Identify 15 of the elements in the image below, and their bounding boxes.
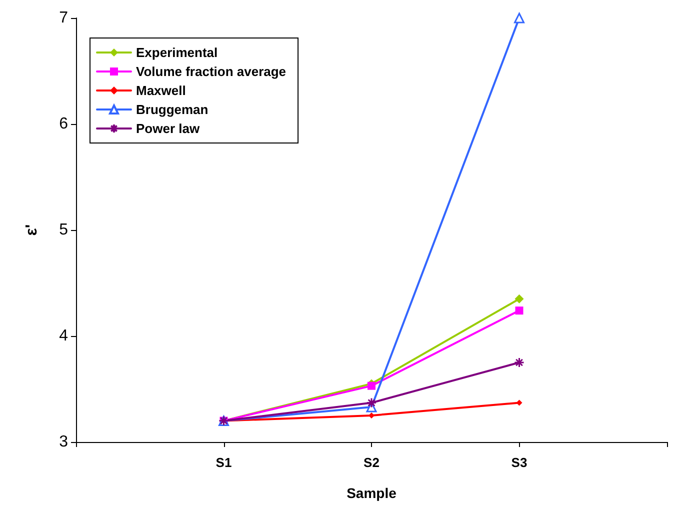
legend-label: Maxwell [136,83,186,98]
x-tick-label: S3 [511,455,528,470]
y-axis-title: ε' [24,224,40,236]
legend-label: Power law [136,121,200,136]
x-axis-title: Sample [346,485,397,501]
legend-label: Volume fraction average [136,64,286,79]
x-tick-label: S1 [216,455,232,470]
y-tick-label: 5 [59,222,68,238]
y-tick-label: 6 [59,116,68,132]
y-tick-label: 3 [59,434,68,450]
x-tick-label: S2 [364,455,380,470]
legend-label: Bruggeman [136,102,208,117]
y-tick-label: 4 [59,328,68,344]
legend-label: Experimental [136,45,218,60]
y-tick-label: 7 [59,10,68,26]
